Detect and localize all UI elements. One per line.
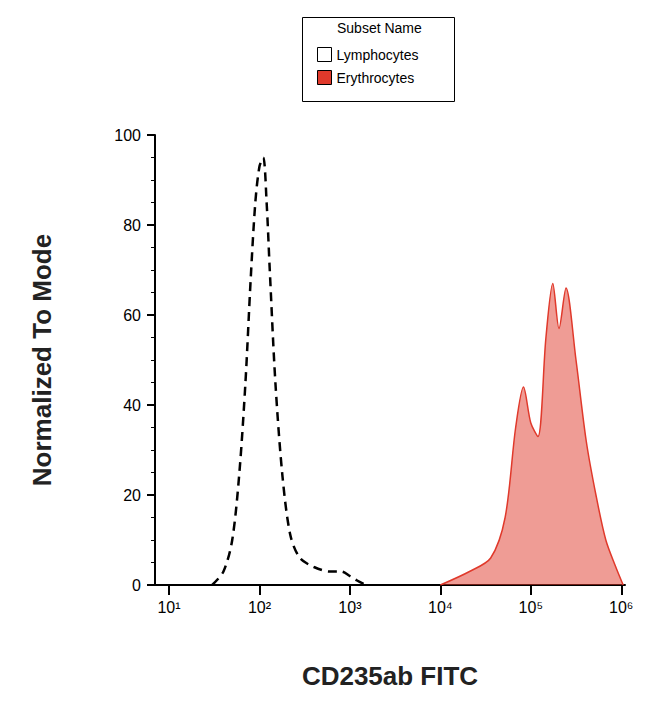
svg-text:Subset Name: Subset Name	[337, 20, 422, 36]
svg-text:0: 0	[132, 577, 141, 594]
svg-text:10⁵: 10⁵	[519, 599, 543, 616]
svg-text:40: 40	[123, 397, 141, 414]
svg-text:20: 20	[123, 487, 141, 504]
svg-text:100: 100	[114, 127, 141, 144]
svg-text:Normalized To Mode: Normalized To Mode	[27, 234, 57, 486]
svg-text:CD235ab FITC: CD235ab FITC	[302, 661, 478, 691]
svg-text:Erythrocytes: Erythrocytes	[337, 70, 415, 86]
svg-text:Lymphocytes: Lymphocytes	[337, 47, 419, 63]
svg-text:80: 80	[123, 217, 141, 234]
svg-text:10¹: 10¹	[157, 599, 180, 616]
svg-text:10³: 10³	[338, 599, 362, 616]
svg-text:10⁴: 10⁴	[428, 599, 453, 616]
svg-text:60: 60	[123, 307, 141, 324]
svg-text:10²: 10²	[248, 599, 272, 616]
svg-text:10⁶: 10⁶	[609, 599, 633, 616]
